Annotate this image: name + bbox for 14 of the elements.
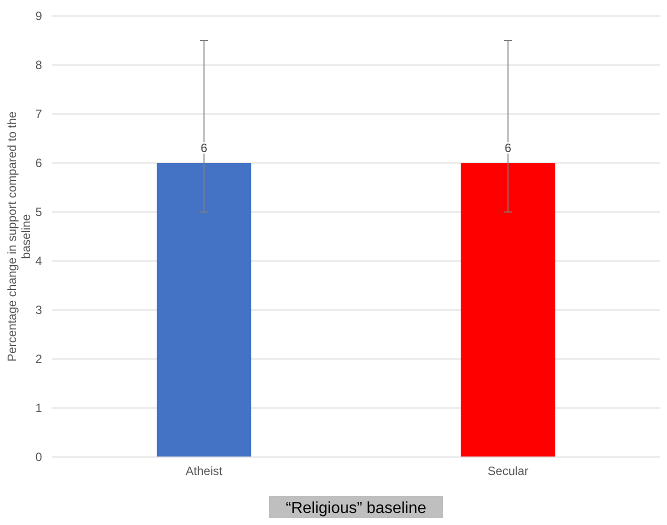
y-axis-title: Percentage change in support compared to the baseline [5, 111, 33, 362]
y-tick-label: 2 [35, 352, 42, 366]
y-tick-label: 3 [35, 303, 42, 318]
x-axis-title: “Religious” baseline [286, 500, 426, 517]
y-tick-label: 9 [35, 9, 42, 24]
y-tick-label: 5 [35, 205, 42, 220]
y-tick-label: 8 [35, 58, 42, 72]
y-tick-label: 1 [35, 401, 42, 416]
x-tick-label: Secular [488, 464, 528, 478]
y-tick-label: 4 [35, 254, 42, 268]
y-tick-label: 7 [35, 107, 42, 122]
x-tick-label: Atheist [186, 464, 224, 478]
y-tick-label: 0 [35, 450, 42, 464]
y-tick-label: 6 [35, 156, 42, 170]
